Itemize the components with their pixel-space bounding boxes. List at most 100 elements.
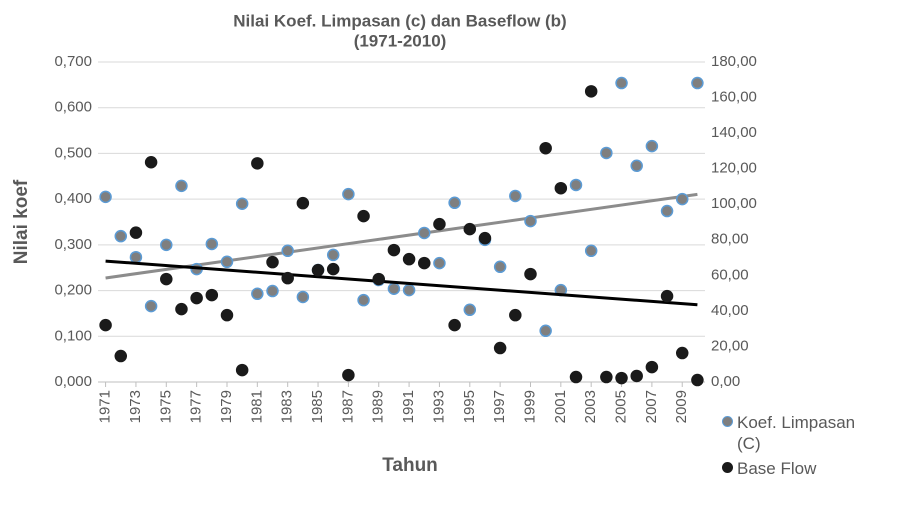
point bbox=[569, 178, 583, 192]
legend-label: Koef. Limpasan (C) bbox=[737, 413, 856, 453]
point bbox=[660, 289, 674, 303]
x-tick-label: 1995 bbox=[461, 390, 478, 423]
point bbox=[114, 349, 128, 363]
point bbox=[675, 192, 689, 206]
point bbox=[402, 283, 416, 297]
point bbox=[584, 85, 598, 98]
chart-title: Nilai Koef. Limpasan (c) dan Baseflow (b… bbox=[233, 11, 566, 30]
legend-item: Base Flow bbox=[722, 458, 872, 479]
legend-label: Base Flow bbox=[737, 459, 817, 478]
point bbox=[296, 290, 310, 304]
point bbox=[205, 237, 219, 251]
y2-tick-label: 100,00 bbox=[711, 195, 757, 212]
y-axis-label: Nilai koef bbox=[11, 179, 32, 264]
x-tick-label: 1983 bbox=[279, 390, 296, 423]
x-tick-label: 1985 bbox=[309, 390, 326, 423]
point bbox=[554, 181, 568, 195]
y-tick-label: 0,200 bbox=[54, 282, 92, 299]
x-tick-label: 2001 bbox=[552, 390, 569, 423]
point bbox=[418, 256, 431, 270]
point bbox=[251, 287, 264, 301]
point bbox=[600, 146, 613, 160]
point bbox=[129, 226, 143, 239]
x-tick-label: 1999 bbox=[521, 390, 538, 423]
legend-item: Koef. Limpasan (C) bbox=[722, 412, 872, 454]
point bbox=[569, 370, 583, 384]
point bbox=[296, 196, 310, 210]
point bbox=[402, 252, 416, 266]
y-tick-label: 0,400 bbox=[54, 190, 92, 207]
y2-tick-label: 120,00 bbox=[711, 160, 757, 177]
point bbox=[478, 231, 492, 245]
point bbox=[220, 255, 234, 269]
point bbox=[190, 291, 203, 305]
point bbox=[387, 282, 401, 295]
legend-swatch bbox=[722, 416, 733, 427]
point bbox=[584, 244, 598, 258]
x-tick-label: 1991 bbox=[400, 390, 417, 423]
x-tick-label: 2003 bbox=[582, 390, 599, 423]
point bbox=[114, 229, 128, 243]
point bbox=[630, 159, 643, 173]
legend: Koef. Limpasan (C) Base Flow bbox=[722, 412, 872, 483]
point bbox=[372, 272, 385, 286]
point bbox=[175, 302, 188, 316]
y-tick-label: 0,700 bbox=[54, 53, 92, 70]
point bbox=[266, 284, 279, 298]
point bbox=[144, 299, 158, 313]
point bbox=[448, 196, 461, 210]
point bbox=[205, 288, 219, 302]
point bbox=[615, 76, 628, 90]
point bbox=[463, 303, 477, 317]
x-axis-label: Tahun bbox=[382, 455, 438, 476]
trendline bbox=[105, 259, 698, 307]
x-tick-label: 2007 bbox=[643, 390, 660, 423]
point bbox=[235, 197, 249, 210]
y-tick-label: 0,000 bbox=[54, 373, 92, 390]
x-tick-label: 1973 bbox=[127, 390, 144, 423]
legend-swatch bbox=[722, 462, 733, 473]
x-tick-label: 1975 bbox=[157, 390, 174, 423]
chart-subtitle: (1971-2010) bbox=[354, 31, 447, 50]
point bbox=[175, 179, 188, 193]
point bbox=[342, 187, 355, 201]
point bbox=[387, 243, 401, 257]
x-tick-label: 1987 bbox=[339, 390, 356, 423]
point bbox=[645, 360, 659, 374]
point bbox=[129, 250, 143, 264]
x-tick-label: 1971 bbox=[97, 390, 114, 423]
y2-tick-label: 20,00 bbox=[711, 337, 749, 354]
x-tick-label: 1977 bbox=[188, 390, 205, 423]
point bbox=[630, 369, 643, 383]
x-tick-label: 1997 bbox=[491, 390, 508, 423]
y2-tick-label: 80,00 bbox=[711, 231, 749, 248]
point bbox=[448, 318, 461, 332]
trendline bbox=[105, 192, 698, 280]
point bbox=[433, 256, 446, 270]
point bbox=[493, 341, 507, 355]
point bbox=[342, 368, 355, 382]
point bbox=[509, 308, 522, 322]
point bbox=[266, 255, 279, 269]
x-tick-label: 2009 bbox=[673, 390, 690, 423]
y-tick-label: 0,100 bbox=[54, 327, 92, 344]
x-tick-label: 1993 bbox=[430, 390, 447, 423]
y2-tick-label: 0,00 bbox=[711, 373, 740, 390]
y-tick-label: 0,300 bbox=[54, 236, 92, 253]
point bbox=[660, 204, 674, 218]
point bbox=[524, 267, 537, 281]
point bbox=[357, 209, 370, 223]
point bbox=[144, 156, 158, 169]
point bbox=[600, 370, 613, 384]
y2-tick-label: 160,00 bbox=[711, 89, 757, 106]
point bbox=[615, 371, 628, 385]
x-tick-label: 2005 bbox=[613, 390, 630, 423]
point bbox=[281, 244, 294, 258]
point bbox=[220, 308, 234, 322]
y2-tick-label: 180,00 bbox=[711, 53, 757, 70]
y2-tick-label: 40,00 bbox=[711, 302, 749, 319]
point bbox=[281, 271, 294, 285]
point bbox=[357, 293, 370, 307]
